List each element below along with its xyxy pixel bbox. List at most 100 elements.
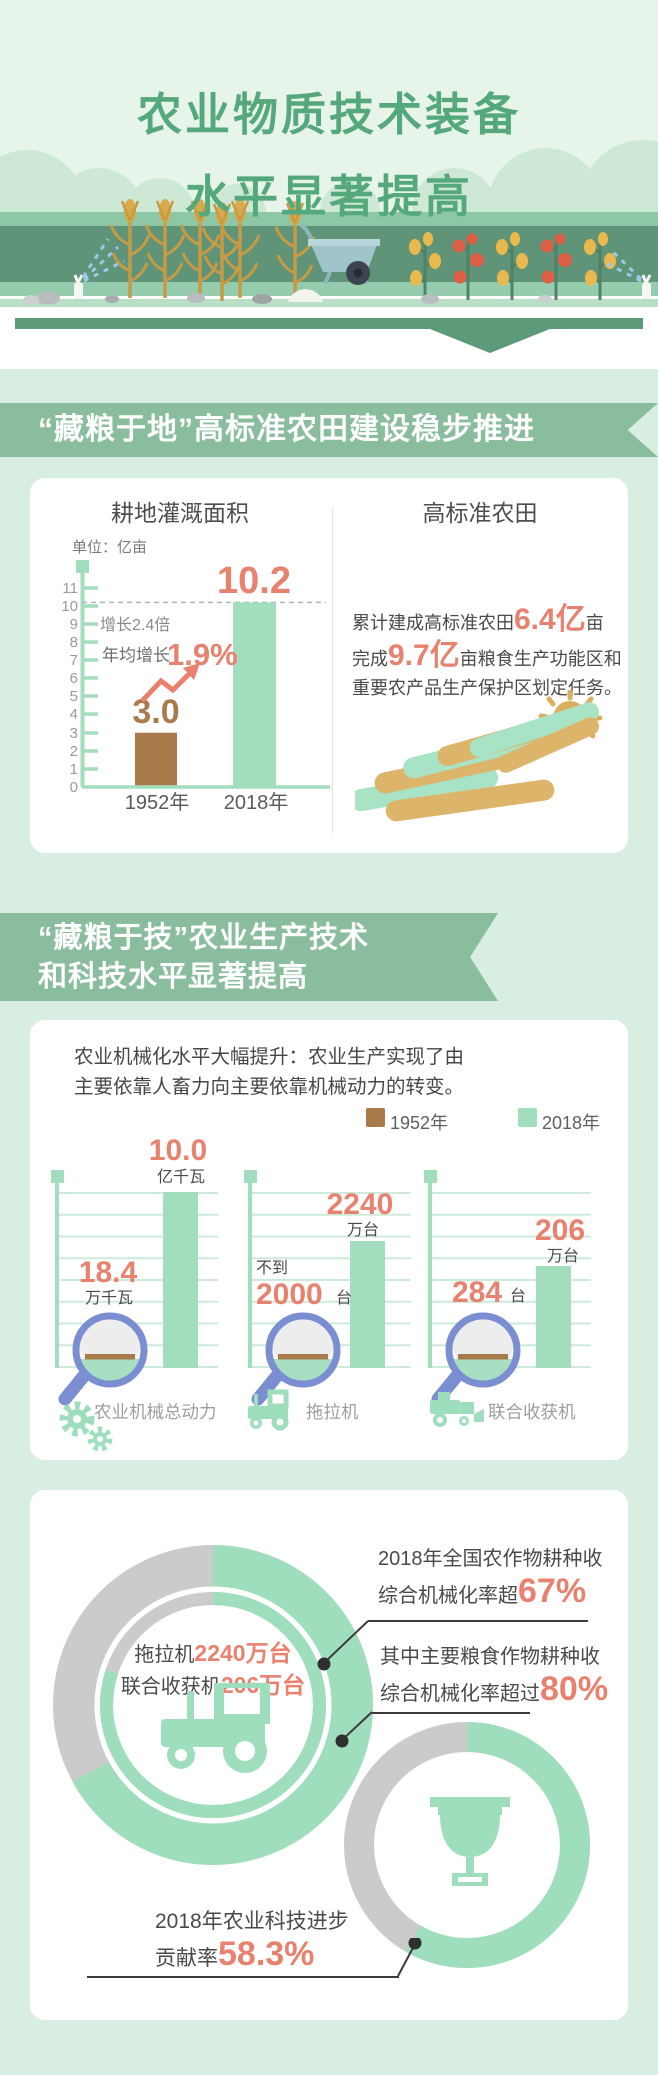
chart-label-total-power: 农业机械总动力 <box>94 1402 217 1422</box>
tractor-1952-value: 2000 <box>256 1278 323 1311</box>
harvester-2018-value: 206 <box>535 1214 585 1247</box>
sprinkler-icon <box>605 247 652 299</box>
tomato-plant <box>451 232 486 302</box>
callout67-value: 67% <box>518 1572 587 1610</box>
svg-text:5: 5 <box>70 688 78 705</box>
tomato-plant <box>539 232 574 302</box>
callout67-rule <box>368 1620 588 1622</box>
callout67-pre: 综合机械化率超 <box>378 1585 518 1607</box>
rock <box>105 295 119 303</box>
donut-tractor-label: 拖拉机 <box>134 1644 195 1666</box>
svg-text:4: 4 <box>70 706 78 723</box>
column-divider <box>332 508 333 833</box>
tech-progress-donut-chart <box>344 1722 590 1968</box>
callout58-value: 58.3% <box>218 1935 315 1973</box>
trophy-icon <box>430 1797 510 1886</box>
machinery-intro-line1: 农业机械化水平大幅提升：农业生产实现了由 <box>74 1046 465 1068</box>
farmland-line2-post: 亩粮食生产功能区和 <box>459 649 622 669</box>
rock <box>538 295 552 303</box>
section1-banner: “藏粮于地”高标准农田建设稳步推进 <box>0 403 658 457</box>
farmland-line2-pre: 完成 <box>352 649 388 669</box>
pepper-plant <box>407 230 443 302</box>
section2-banner: “藏粮于技”农业生产技术 和科技水平显著提高 <box>0 913 498 1001</box>
chart-tractors: 2240 万台 不到 2000 台 <box>244 1170 411 1368</box>
magnifier-icon <box>58 1312 148 1406</box>
farmland-line1-pre: 累计建成高标准农田 <box>352 613 514 633</box>
axis-ticks <box>84 586 98 771</box>
callout67-line1: 2018年全国农作物耕种收 <box>378 1548 603 1570</box>
power-1952-unit: 万千瓦 <box>85 1289 133 1307</box>
tractor-2018-value: 2240 <box>327 1188 394 1221</box>
rock <box>36 291 60 305</box>
donut-center-line1: 拖拉机2240万台 <box>93 1634 333 1668</box>
bar-2018-power <box>163 1192 198 1368</box>
farmland-line2: 完成9.7亿亩粮食生产功能区和 <box>352 630 622 674</box>
tractor-2018-unit: 万台 <box>347 1221 379 1239</box>
donut-arc-58 <box>344 1722 590 1968</box>
callout80-connector <box>335 1711 373 1748</box>
chart-harvesters: 206 万台 284 台 <box>424 1170 591 1368</box>
svg-text:7: 7 <box>70 652 78 669</box>
callout58-rule <box>87 1976 399 1978</box>
harvester-icon <box>430 1392 484 1427</box>
growth-note: 增长2.4倍 <box>100 616 170 634</box>
power-1952-value: 18.4 <box>79 1256 138 1289</box>
page-title-line1: 农业物质技术装备 <box>136 89 521 140</box>
callout58-connector <box>397 1938 422 1977</box>
mechanization-donut-chart <box>53 1545 373 1865</box>
donut-tractor-value: 2240万台 <box>194 1640 292 1666</box>
harvester-2018-unit: 万台 <box>547 1247 579 1265</box>
section2-banner-line1: “藏粮于技”农业生产技术 <box>38 922 370 954</box>
legend-label-2018: 2018年 <box>542 1113 601 1133</box>
callout80-rule <box>372 1712 530 1714</box>
bar-2018 <box>233 602 276 787</box>
legend-label-1952: 1952年 <box>390 1113 449 1133</box>
bar-1952-value: 3.0 <box>132 693 179 731</box>
callout80-pre: 综合机械化率超过 <box>380 1683 540 1705</box>
callout67-line2: 综合机械化率超67% <box>378 1572 586 1611</box>
farm-scene-illustration <box>23 197 652 305</box>
chart-label-harvesters: 联合收获机 <box>488 1402 576 1422</box>
tractor-icon <box>248 1389 289 1431</box>
gears-icon <box>59 1401 113 1452</box>
irrigation-bar-chart: 11 10 9 8 7 6 5 4 3 2 1 0 3.0 10.2 增长2.4… <box>61 560 330 814</box>
tractor-icon-large <box>161 1683 270 1773</box>
rock <box>23 295 39 305</box>
svg-text:11: 11 <box>62 580 78 597</box>
ground-strip-2 <box>0 299 658 307</box>
rock <box>187 293 205 303</box>
magnifier-icon <box>251 1312 341 1406</box>
chart-total-power: 10.0 亿千瓦 18.4 万千瓦 <box>51 1134 218 1368</box>
svg-text:6: 6 <box>70 670 78 687</box>
pepper-plant <box>494 230 530 302</box>
farmland-line2-value: 9.7亿 <box>388 639 460 672</box>
callout58-pre: 贡献率 <box>155 1947 218 1970</box>
svg-text:2: 2 <box>70 743 78 760</box>
machinery-card: 农业机械化水平大幅提升：农业生产实现了由 主要依靠人畜力向主要依靠机械动力的转变… <box>30 1020 628 1460</box>
callout58-line2: 贡献率58.3% <box>155 1935 314 1974</box>
donut-inner-arc-80 <box>100 1592 326 1818</box>
donut-harvester-label: 联合收获机 <box>120 1676 221 1698</box>
callout80-line2: 综合机械化率超过80% <box>380 1670 608 1709</box>
x-label-1952: 1952年 <box>125 791 190 814</box>
annual-growth-value: 1.9% <box>167 637 238 672</box>
sprinkler-icon <box>73 238 125 299</box>
callout58-line1: 2018年农业科技进步 <box>155 1910 349 1933</box>
svg-text:0: 0 <box>70 779 78 796</box>
bar-1952 <box>135 732 177 787</box>
mechanization-card: 拖拉机2240万台 联合收获机206万台 2018年全国农作物耕种收 综合机械化… <box>30 1490 628 2020</box>
rock <box>252 294 272 304</box>
annual-growth-label: 年均增长 <box>102 646 170 665</box>
svg-text:9: 9 <box>70 616 78 633</box>
section-divider-arrow <box>430 329 550 353</box>
bar-2018-value: 10.2 <box>217 560 291 602</box>
rock <box>421 294 439 304</box>
callout80-line1: 其中主要粮食作物耕种收 <box>380 1646 600 1668</box>
callout80-value: 80% <box>540 1670 609 1708</box>
legend-swatch-1952 <box>366 1108 385 1127</box>
harvester-1952-value: 284 <box>452 1276 502 1309</box>
farmland-line1-value: 6.4亿 <box>514 603 586 636</box>
x-label-2018: 2018年 <box>224 791 289 814</box>
donut-outer-arc-67 <box>53 1545 373 1865</box>
